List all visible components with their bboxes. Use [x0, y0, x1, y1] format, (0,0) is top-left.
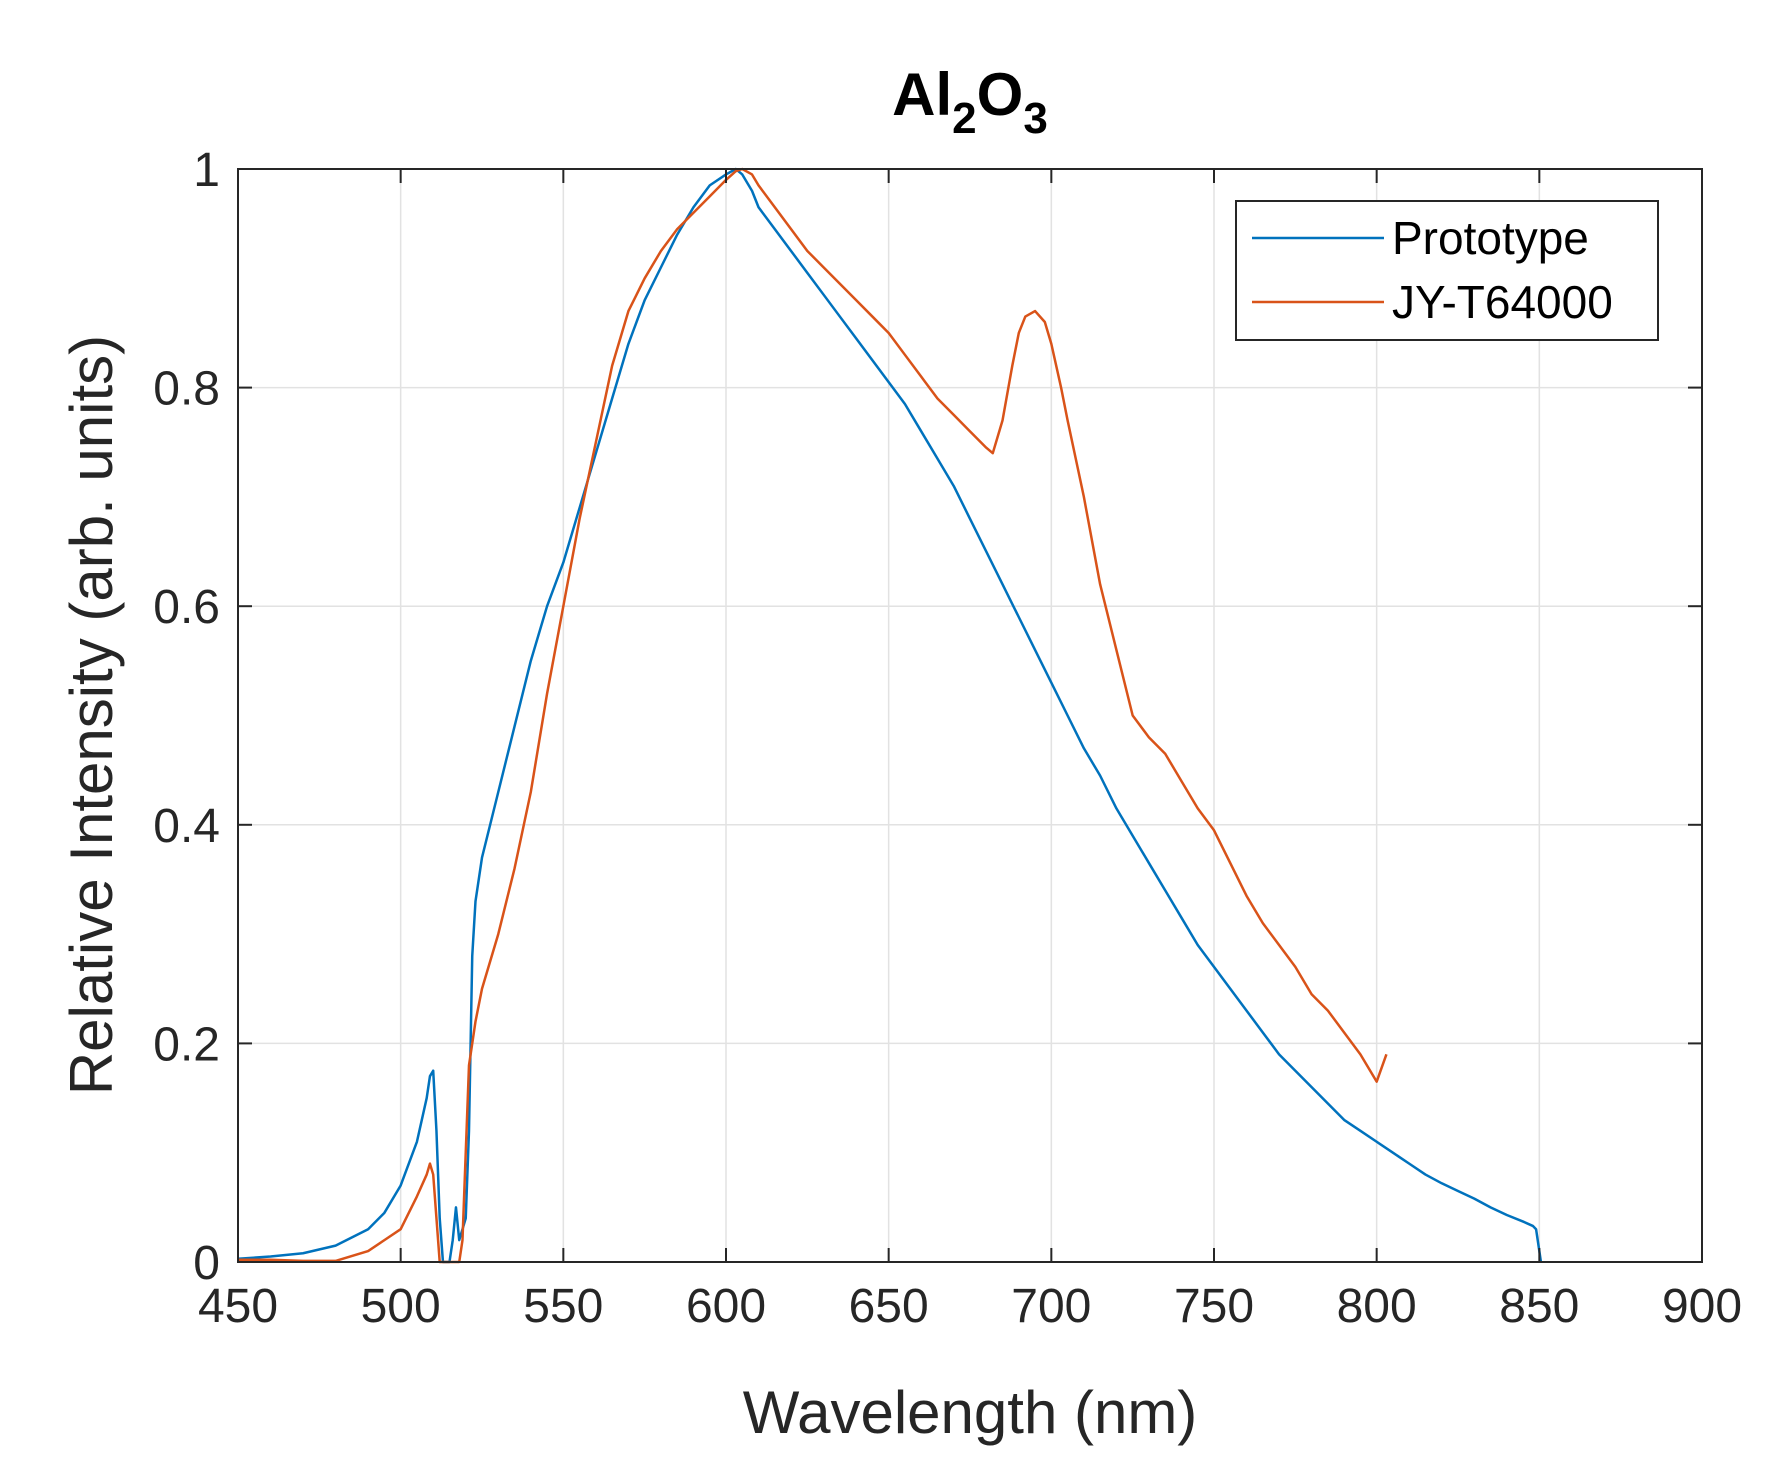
x-tick-label: 550	[523, 1280, 603, 1333]
x-tick-label: 650	[849, 1280, 929, 1333]
series-line-prototype	[237, 167, 1543, 1264]
title-part-base1: Al	[892, 61, 952, 128]
y-tick-label: 0.4	[153, 800, 220, 853]
plot-frame	[237, 168, 1703, 1263]
x-tick-label: 450	[198, 1280, 278, 1333]
legend-box	[1235, 200, 1659, 341]
title-part-base2: O	[977, 61, 1024, 128]
x-tick-label: 750	[1174, 1280, 1254, 1333]
x-axis-title: Wavelength (nm)	[743, 1379, 1198, 1446]
x-tick-label: 500	[361, 1280, 441, 1333]
y-tick-label: 0	[193, 1237, 220, 1290]
legend-label-jy-t64000: JY-T64000	[1392, 276, 1613, 328]
y-tick-label: 0.2	[153, 1018, 220, 1071]
plot-area	[238, 169, 1702, 1262]
title-part-sub1: 2	[952, 94, 976, 143]
title-part-sub2: 3	[1023, 94, 1047, 143]
chart-title: Al2O3	[892, 61, 1048, 143]
x-tick-label: 900	[1662, 1280, 1742, 1333]
legend-label-prototype: Prototype	[1392, 212, 1589, 264]
y-tick-label: 0.6	[153, 581, 220, 634]
x-tick-label: 850	[1499, 1280, 1579, 1333]
x-tick-label: 800	[1337, 1280, 1417, 1333]
y-tick-label: 0.8	[153, 363, 220, 416]
x-tick-label: 700	[1011, 1280, 1091, 1333]
y-tick-label: 1	[193, 144, 220, 197]
legend: Prototype JY-T64000	[1235, 200, 1659, 341]
x-tick-label: 600	[686, 1280, 766, 1333]
ticks	[237, 168, 1703, 1263]
tick-labels: 450 500 550 600 650 700 750 800 850 900 0 0.2 0.4 0.6…	[153, 144, 1742, 1333]
y-axis-title: Relative Intensity (arb. units)	[58, 335, 125, 1095]
